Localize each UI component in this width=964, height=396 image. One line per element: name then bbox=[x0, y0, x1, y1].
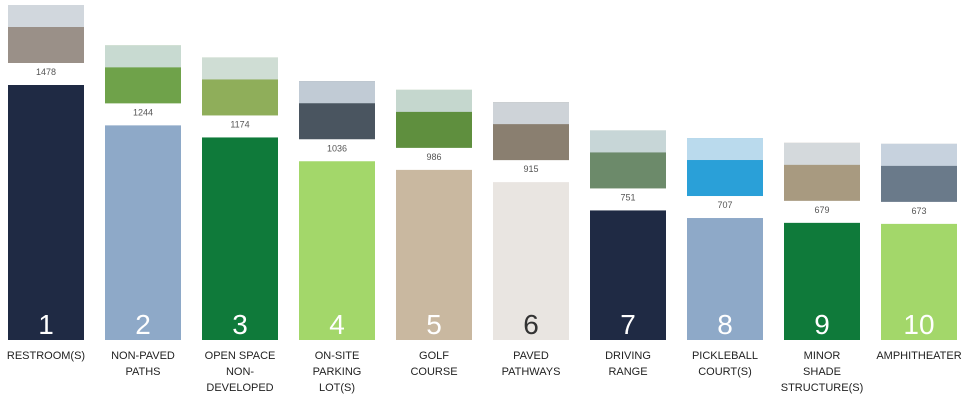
value-label: 986 bbox=[426, 152, 441, 162]
value-label: 915 bbox=[523, 164, 538, 174]
value-label: 1478 bbox=[36, 67, 56, 77]
category-label: RESTROOM(S) bbox=[6, 350, 86, 362]
bar bbox=[299, 161, 375, 340]
rank-label: 7 bbox=[620, 309, 636, 340]
bar bbox=[396, 169, 472, 340]
category-label: MINOR SHADE STRUCTURE(S) bbox=[780, 350, 864, 394]
value-label: 679 bbox=[814, 205, 829, 215]
photo-sky bbox=[396, 89, 472, 112]
bar bbox=[493, 182, 569, 340]
category-label: ON-SITE PARKING LOT(S) bbox=[312, 350, 362, 394]
category-label: PAVED PATHWAYS bbox=[501, 350, 561, 378]
category-label: NON-PAVED PATHS bbox=[111, 350, 175, 378]
value-label: 1244 bbox=[133, 107, 153, 117]
bar bbox=[202, 137, 278, 340]
rank-label: 8 bbox=[717, 309, 733, 340]
rank-label: 6 bbox=[523, 309, 539, 340]
bar bbox=[784, 222, 860, 340]
value-label: 673 bbox=[911, 206, 926, 216]
category-label: OPEN SPACE NON- DEVELOPED bbox=[204, 350, 276, 394]
value-label: 1174 bbox=[230, 119, 249, 129]
category-label: GOLF COURSE bbox=[410, 350, 458, 378]
value-label: 751 bbox=[620, 192, 635, 202]
rank-label: 3 bbox=[232, 309, 248, 340]
photo-sky bbox=[784, 142, 860, 165]
bar bbox=[105, 125, 181, 340]
photo-sky bbox=[299, 81, 375, 104]
bar bbox=[590, 210, 666, 340]
rank-label: 1 bbox=[38, 309, 54, 340]
photo-sky bbox=[202, 57, 278, 80]
rank-label: 4 bbox=[329, 309, 345, 340]
rank-label: 10 bbox=[903, 309, 934, 340]
rank-label: 5 bbox=[426, 309, 442, 340]
photo-sky bbox=[493, 102, 569, 125]
value-label: 1036 bbox=[327, 143, 347, 153]
photo-sky bbox=[8, 5, 84, 27]
category-label: AMPHITHEATER bbox=[876, 350, 962, 362]
photo-sky bbox=[590, 130, 666, 153]
photo-sky bbox=[105, 45, 181, 68]
rank-label: 9 bbox=[814, 309, 830, 340]
value-label: 707 bbox=[717, 200, 732, 210]
bar bbox=[8, 85, 84, 340]
photo-sky bbox=[881, 143, 957, 166]
rank-label: 2 bbox=[135, 309, 151, 340]
photo-sky bbox=[687, 138, 763, 161]
category-label: PICKLEBALL COURT(S) bbox=[691, 350, 759, 378]
category-label: DRIVING RANGE bbox=[605, 350, 651, 378]
bar bbox=[881, 223, 957, 340]
bar bbox=[687, 218, 763, 340]
